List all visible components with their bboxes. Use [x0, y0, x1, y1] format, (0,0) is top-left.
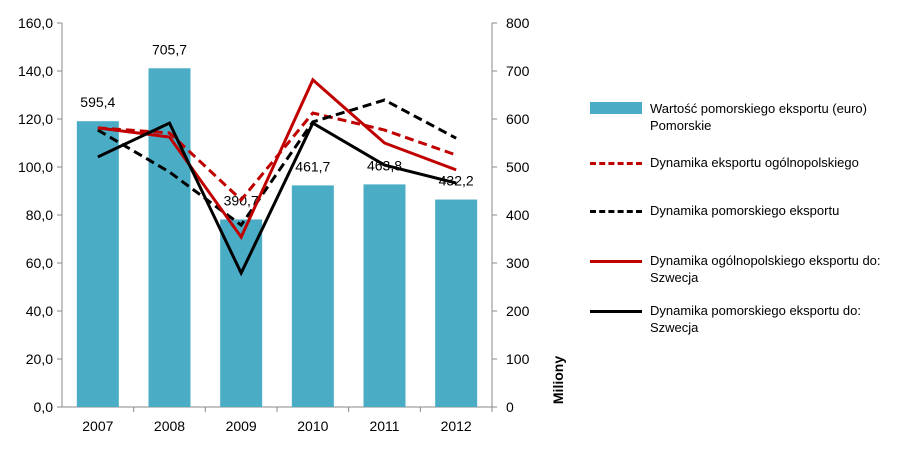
legend-entry: Wartość pomorskiego eksportu (euro) Pomo…: [590, 100, 885, 134]
legend-swatch: [590, 162, 642, 165]
y2-tick-label: 200: [506, 303, 530, 319]
y-tick-label: 0,0: [34, 399, 54, 415]
legend-swatch: [590, 310, 642, 313]
y2-tick-label: 500: [506, 159, 530, 175]
data-label: 705,7: [152, 41, 187, 57]
y2-tick-label: 0: [506, 399, 514, 415]
y-tick-label: 40,0: [26, 303, 53, 319]
line: [97, 77, 457, 241]
y2-tick-label: 100: [506, 351, 530, 367]
legend-swatch: [590, 210, 642, 213]
legend-label: Wartość pomorskiego eksportu (euro) Pomo…: [650, 101, 867, 133]
line: [97, 98, 457, 228]
y-tick-label: 140,0: [18, 63, 53, 79]
bar: [363, 184, 406, 407]
bar: [435, 199, 478, 407]
legend-label: Dynamika eksportu ogólnopolskiego: [650, 155, 859, 170]
y2-tick-label: 300: [506, 255, 530, 271]
data-label: 595,4: [80, 94, 115, 110]
y2-tick-label: 800: [506, 15, 530, 31]
y-tick-label: 80,0: [26, 207, 53, 223]
bar: [76, 121, 119, 407]
bar: [220, 219, 263, 407]
y2-tick-label: 400: [506, 207, 530, 223]
x-tick-label: 2011: [369, 418, 399, 434]
x-tick-label: 2010: [297, 418, 328, 434]
y-tick-label: 120,0: [18, 111, 53, 127]
legend-entry: Dynamika pomorskiego eksportu: [590, 202, 885, 219]
legend-entry: Dynamika ogólnopolskiego eksportu do: Sz…: [590, 252, 885, 286]
line: [97, 120, 457, 277]
y2-axis-title: Miliony: [550, 356, 566, 404]
x-tick-label: 2008: [154, 418, 185, 434]
bar: [291, 185, 334, 407]
y-tick-label: 60,0: [26, 255, 53, 271]
data-label: 432,2: [439, 173, 474, 189]
legend-label: Dynamika pomorskiego eksportu: [650, 203, 840, 218]
x-tick-label: 2007: [82, 418, 113, 434]
y-tick-label: 20,0: [26, 351, 53, 367]
x-tick-label: 2012: [441, 418, 472, 434]
x-tick-label: 2009: [226, 418, 257, 434]
y-tick-label: 100,0: [18, 159, 53, 175]
legend-entry: Dynamika eksportu ogólnopolskiego: [590, 154, 885, 171]
legend-entry: Dynamika pomorskiego eksportu do: Szwecj…: [590, 302, 885, 336]
legend-label: Dynamika ogólnopolskiego eksportu do: Sz…: [650, 253, 881, 285]
legend-label: Dynamika pomorskiego eksportu do: Szwecj…: [650, 303, 861, 335]
y2-tick-label: 700: [506, 63, 530, 79]
legend-swatch: [590, 260, 642, 263]
y-tick-label: 160,0: [18, 15, 53, 31]
bar: [148, 68, 191, 407]
y2-tick-label: 600: [506, 111, 530, 127]
data-label: 461,7: [295, 158, 330, 174]
legend-swatch: [590, 102, 642, 114]
